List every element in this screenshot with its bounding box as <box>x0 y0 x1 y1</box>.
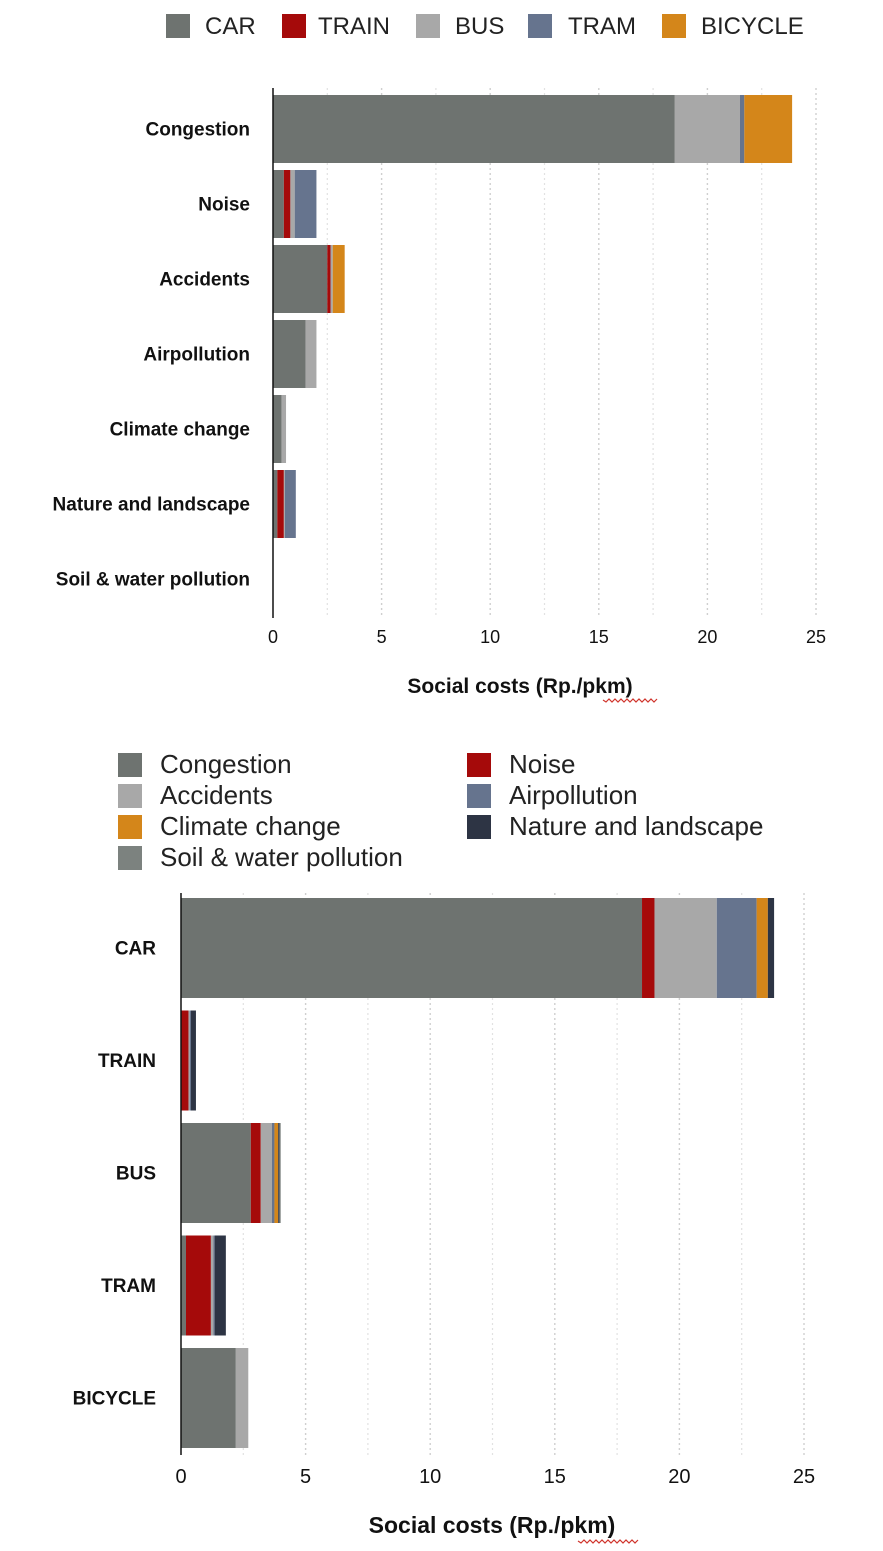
category-label-car: CAR <box>115 939 156 960</box>
legend-label-nature-and-landscape: Nature and landscape <box>509 811 763 841</box>
legend-swatch-airpollution <box>467 784 491 808</box>
bar-tram-congestion <box>181 1235 186 1336</box>
x-tick-label: 0 <box>175 1466 186 1488</box>
bar-bus-airpollution <box>271 1123 275 1223</box>
legend-label-train: TRAIN <box>318 13 390 40</box>
bar-car-climate-change <box>756 898 768 998</box>
bar-tram-accidents <box>210 1235 214 1336</box>
x-axis-title: Social costs (Rp./pkm) <box>369 1512 616 1538</box>
legend-label-accidents: Accidents <box>160 780 273 810</box>
bar-tram-airpollution <box>213 1235 215 1336</box>
bar-congestion-bicycle <box>744 95 793 163</box>
category-label-bicycle: BICYCLE <box>73 1389 156 1410</box>
category-label-climate-change: Climate change <box>110 420 250 441</box>
category-label-accidents: Accidents <box>159 270 250 291</box>
bar-car-nature-and-landscape <box>767 898 775 998</box>
x-tick-label: 20 <box>697 627 717 647</box>
legend-swatch-nature-and-landscape <box>467 815 491 839</box>
bar-bus-soil-water-pollution <box>279 1123 281 1223</box>
x-tick-label: 25 <box>806 627 826 647</box>
x-tick-label: 20 <box>668 1466 690 1488</box>
x-tick-label: 10 <box>480 627 500 647</box>
x-tick-label: 0 <box>268 627 278 647</box>
category-label-soil-water-pollution: Soil & water pollution <box>56 570 250 591</box>
legend-label-noise: Noise <box>509 749 575 779</box>
bar-tram-nature-and-landscape <box>214 1235 226 1336</box>
bar-train-airpollution <box>189 1010 191 1111</box>
legend-label-airpollution: Airpollution <box>509 780 638 810</box>
x-tick-label: 5 <box>377 627 387 647</box>
bar-car-airpollution <box>716 898 757 998</box>
legend-label-bus: BUS <box>455 13 504 40</box>
bar-bus-noise <box>250 1123 261 1223</box>
bar-train-accidents <box>188 1010 190 1111</box>
category-label-train: TRAIN <box>98 1051 156 1072</box>
legend-swatch-accidents <box>118 784 142 808</box>
legend-swatch-noise <box>467 753 491 777</box>
bar-noise-tram <box>294 170 317 238</box>
bar-nature-and-landscape-tram <box>284 470 296 538</box>
category-label-congestion: Congestion <box>146 120 251 141</box>
legend-label-climate-change: Climate change <box>160 811 341 841</box>
x-tick-label: 15 <box>589 627 609 647</box>
legend-label-car: CAR <box>205 13 256 40</box>
bar-nature-and-landscape-train <box>277 470 284 538</box>
bar-bus-climate-change <box>274 1123 279 1223</box>
category-label-nature-and-landscape: Nature and landscape <box>53 495 250 516</box>
x-axis-title: Social costs (Rp./pkm) <box>407 675 632 698</box>
legend-label-congestion: Congestion <box>160 749 292 779</box>
category-label-airpollution: Airpollution <box>143 345 250 366</box>
bar-bicycle-congestion <box>181 1348 236 1448</box>
bar-tram-noise <box>185 1235 211 1336</box>
category-label-tram: TRAM <box>101 1276 156 1297</box>
legend-swatch-bicycle <box>662 14 686 38</box>
bar-climate-change-bus <box>281 395 287 463</box>
legend-swatch-soil-water-pollution <box>118 846 142 870</box>
legend-swatch-congestion <box>118 753 142 777</box>
x-tick-label: 15 <box>544 1466 566 1488</box>
bar-accidents-car <box>273 245 328 313</box>
bar-airpollution-bus <box>305 320 317 388</box>
bar-bus-accidents <box>260 1123 272 1223</box>
bar-congestion-car <box>273 95 675 163</box>
bar-bicycle-accidents <box>235 1348 249 1448</box>
bar-train-nature-and-landscape <box>190 1010 196 1111</box>
legend-label-tram: TRAM <box>568 13 636 40</box>
bar-bus-nature-and-landscape <box>278 1123 280 1223</box>
bar-noise-train <box>283 170 291 238</box>
legend-swatch-tram <box>528 14 552 38</box>
legend-swatch-train <box>282 14 306 38</box>
bar-train-noise <box>181 1010 189 1111</box>
bar-congestion-tram <box>739 95 745 163</box>
x-tick-label: 25 <box>793 1466 815 1488</box>
legend-swatch-climate-change <box>118 815 142 839</box>
bar-nature-and-landscape-bus <box>283 470 285 538</box>
category-label-bus: BUS <box>116 1164 156 1185</box>
spellcheck-underline <box>577 1539 639 1544</box>
bar-accidents-train <box>327 245 331 313</box>
bar-accidents-bicycle <box>332 245 345 313</box>
bar-nature-and-landscape-car <box>273 470 278 538</box>
legend-swatch-bus <box>416 14 440 38</box>
category-label-noise: Noise <box>198 195 250 216</box>
chart-1-by-cost-type: Congestion Noise Accidents Airpollution Clim… <box>53 13 826 703</box>
chart-2-by-mode: CAR TRAIN BUS TRAM BICYCLE 0 5 10 15 20 25 Social c… <box>73 749 815 1544</box>
spellcheck-underline <box>602 698 658 703</box>
x-tick-label: 5 <box>300 1466 311 1488</box>
bar-car-congestion <box>181 898 643 998</box>
bar-accidents-bus <box>330 245 333 313</box>
bar-bus-congestion <box>181 1123 251 1223</box>
bar-noise-bus <box>290 170 295 238</box>
x-tick-label: 10 <box>419 1466 441 1488</box>
legend-label-soil-water-pollution: Soil & water pollution <box>160 842 403 872</box>
bar-congestion-bus <box>674 95 740 163</box>
bar-climate-change-car <box>273 395 282 463</box>
bar-noise-car <box>273 170 284 238</box>
legend-swatch-car <box>166 14 190 38</box>
legend-label-bicycle: BICYCLE <box>701 13 804 40</box>
bar-car-accidents <box>654 898 717 998</box>
bar-airpollution-car <box>273 320 306 388</box>
bar-car-noise <box>642 898 655 998</box>
